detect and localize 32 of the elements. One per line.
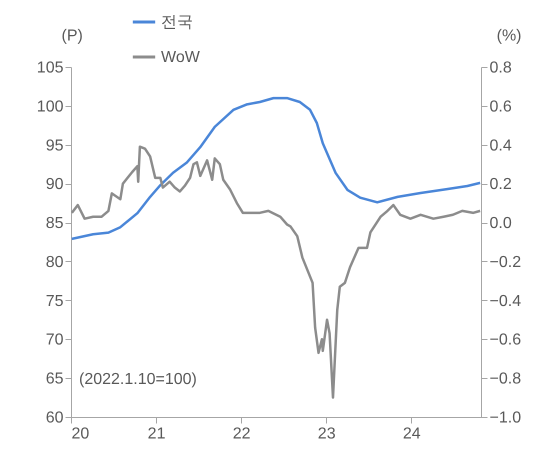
y2-tick-label: 0.0 [490,215,512,232]
y-tick-label: 60 [46,410,64,426]
y2-tick-label: 0.4 [490,137,512,154]
y-tick-label: 105 [36,60,64,76]
y2-tick-label: −0.4 [490,292,522,310]
y2-tick-label: −0.6 [490,332,522,349]
y-tick-label: 65 [46,370,64,388]
y-tick-label: 90 [46,176,64,194]
x-tick-label: 21 [148,426,166,442]
line-series [71,145,481,399]
y2-tick-label: −0.8 [490,370,522,388]
y-tick-label: 80 [46,254,64,271]
y2-axis-title: (%) [496,28,522,44]
y2-tick-label: −1.0 [490,410,522,426]
legend-label: WoW [161,49,201,66]
y-tick-label: 70 [46,332,64,349]
y-tick-label: 100 [36,98,64,116]
y-tick-label: 95 [46,137,64,154]
y2-tick-label: 0.8 [490,60,512,76]
y2-tick-label: 0.6 [490,98,512,116]
x-tick-label: 22 [232,426,251,442]
legend-label: 전국 [161,14,193,31]
line-series [71,96,481,240]
x-tick-label: 24 [402,426,421,442]
y-tick-label: 85 [46,215,64,232]
y2-tick-label: −0.2 [490,254,522,271]
y-tick-label: 75 [46,292,64,310]
x-tick-label: 20 [72,426,90,442]
y2-tick-label: 0.2 [490,176,512,194]
x-tick-label: 23 [318,426,336,442]
annotation: (2022.1.10=100) [79,371,197,388]
y-axis-title: (P) [62,28,83,44]
